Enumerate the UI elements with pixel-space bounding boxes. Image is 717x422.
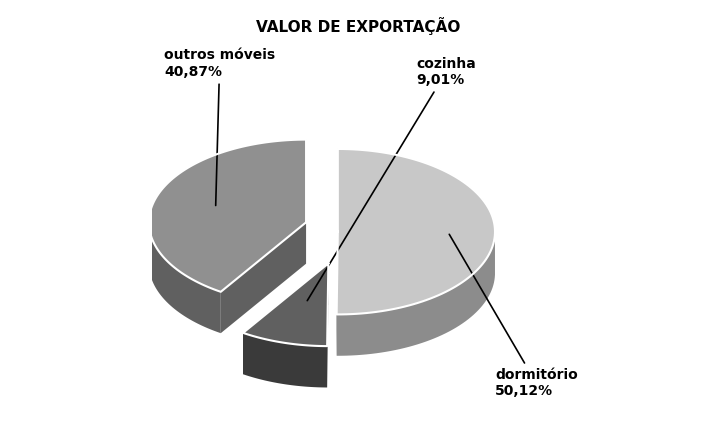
Polygon shape <box>336 233 495 356</box>
Polygon shape <box>327 263 328 387</box>
Polygon shape <box>221 222 306 333</box>
Text: VALOR DE EXPORTAÇÃO: VALOR DE EXPORTAÇÃO <box>256 16 461 35</box>
Polygon shape <box>149 140 306 292</box>
Polygon shape <box>243 263 328 346</box>
Polygon shape <box>149 223 221 333</box>
Text: outros móveis
40,87%: outros móveis 40,87% <box>164 49 275 206</box>
Polygon shape <box>336 149 495 314</box>
Text: dormitório
50,12%: dormitório 50,12% <box>450 234 578 398</box>
Polygon shape <box>243 263 328 374</box>
Polygon shape <box>243 333 327 387</box>
Polygon shape <box>336 232 338 356</box>
Text: cozinha
9,01%: cozinha 9,01% <box>308 57 476 300</box>
